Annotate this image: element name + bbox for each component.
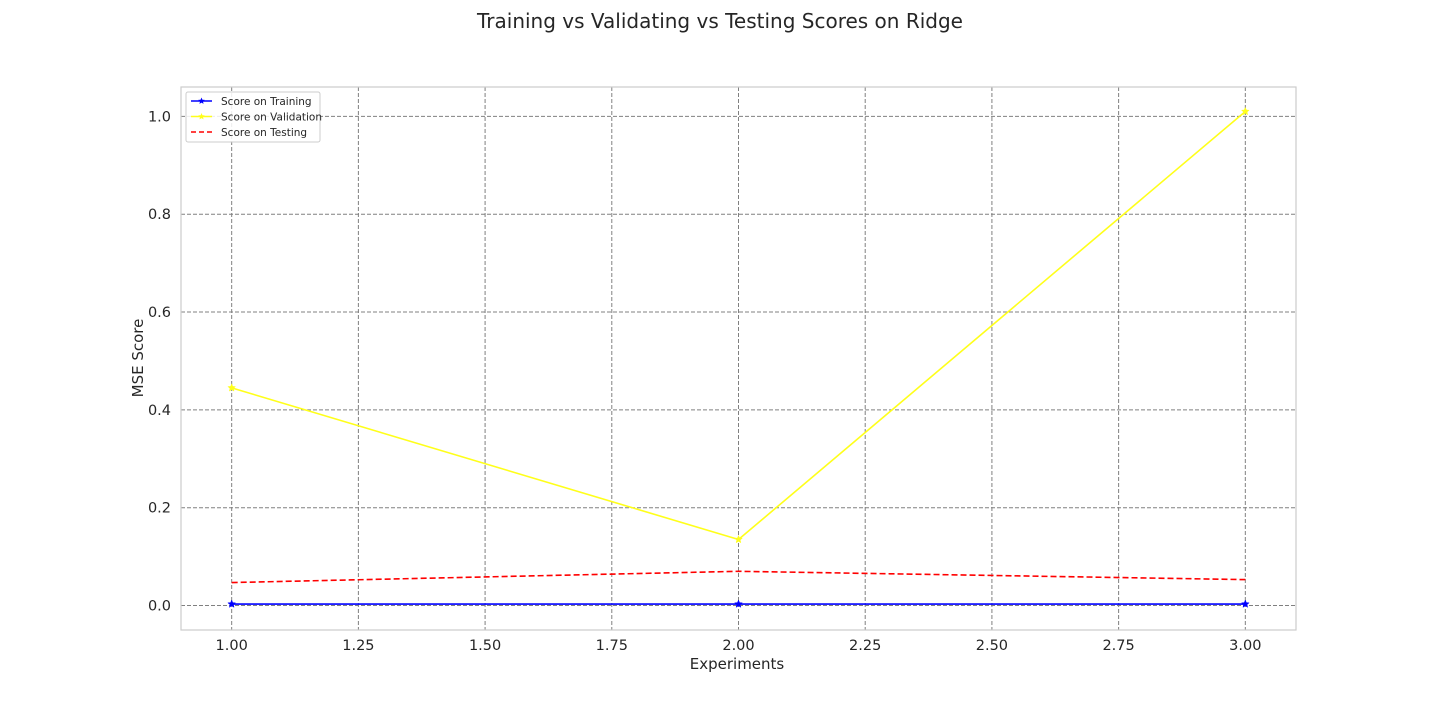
series-layer bbox=[227, 106, 1250, 608]
legend-marker bbox=[198, 113, 205, 120]
series-line-validation bbox=[231, 110, 1246, 541]
grid bbox=[181, 87, 1296, 630]
x-tick-label: 1.50 bbox=[469, 638, 501, 654]
data-point-marker bbox=[734, 534, 743, 544]
x-tick-label: 1.25 bbox=[342, 638, 374, 654]
y-tick-label: 1.0 bbox=[148, 109, 171, 125]
legend: Score on Training Score on Validation Scor… bbox=[185, 91, 322, 143]
x-axis-label: Experiments bbox=[690, 655, 785, 673]
y-axis: 0.0 0.2 0.4 0.6 0.8 1.0 bbox=[148, 109, 171, 614]
data-point-marker bbox=[227, 599, 237, 608]
x-tick-label: 2.00 bbox=[722, 638, 754, 654]
y-tick-label: 0.4 bbox=[148, 403, 171, 419]
data-point-marker bbox=[734, 599, 743, 608]
plot-area-border bbox=[180, 86, 1297, 631]
x-tick-label: 2.50 bbox=[976, 638, 1008, 654]
x-tick-label: 3.00 bbox=[1229, 638, 1261, 654]
x-tick-label: 2.25 bbox=[849, 638, 881, 654]
series-line-testing bbox=[231, 570, 1246, 584]
y-tick-label: 0.2 bbox=[148, 501, 171, 517]
data-point-marker bbox=[1240, 106, 1250, 116]
data-point-marker bbox=[227, 383, 237, 392]
y-axis-label: MSE Score bbox=[129, 319, 147, 398]
legend-label: Score on Validation bbox=[221, 112, 322, 124]
legend-label: Score on Testing bbox=[221, 127, 307, 139]
x-axis: 1.00 1.25 1.50 1.75 2.00 2.25 2.50 2.75 3.00 bbox=[216, 638, 1262, 654]
legend-marker bbox=[198, 97, 205, 104]
x-tick-label: 1.00 bbox=[216, 638, 248, 654]
legend-label: Score on Training bbox=[221, 96, 312, 108]
data-point-marker bbox=[1240, 599, 1250, 608]
x-tick-label: 1.75 bbox=[596, 638, 628, 654]
x-tick-label: 2.75 bbox=[1102, 638, 1134, 654]
chart-title: Training vs Validating vs Testing Scores… bbox=[476, 9, 963, 33]
y-tick-label: 0.8 bbox=[148, 207, 171, 223]
y-tick-label: 0.0 bbox=[148, 599, 171, 615]
legend-box bbox=[185, 91, 321, 143]
y-tick-label: 0.6 bbox=[148, 305, 171, 321]
